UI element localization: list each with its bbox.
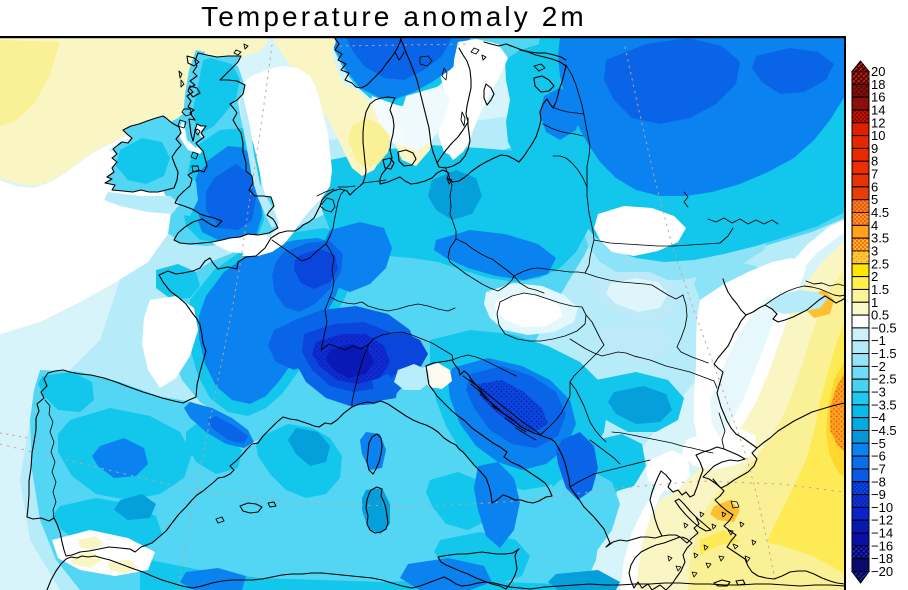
- svg-text:−9: −9: [871, 487, 886, 502]
- svg-text:−10: −10: [871, 500, 893, 515]
- svg-text:18: 18: [871, 77, 885, 92]
- svg-text:6: 6: [871, 179, 878, 194]
- svg-text:3.5: 3.5: [871, 231, 889, 246]
- svg-text:9: 9: [871, 141, 878, 156]
- svg-text:Temperature anomaly 2m: Temperature anomaly 2m: [201, 1, 587, 32]
- svg-text:12: 12: [871, 115, 885, 130]
- svg-text:−4: −4: [871, 410, 886, 425]
- svg-text:−3: −3: [871, 385, 886, 400]
- svg-text:−2.5: −2.5: [871, 372, 897, 387]
- svg-text:2: 2: [871, 269, 878, 284]
- svg-text:−1.5: −1.5: [871, 346, 897, 361]
- svg-text:−3.5: −3.5: [871, 397, 897, 412]
- svg-text:−0.5: −0.5: [871, 320, 897, 335]
- svg-text:−20: −20: [871, 564, 893, 579]
- svg-text:5: 5: [871, 192, 878, 207]
- svg-text:−12: −12: [871, 513, 893, 528]
- svg-text:2.5: 2.5: [871, 256, 889, 271]
- svg-text:0.5: 0.5: [871, 308, 889, 323]
- svg-text:4.5: 4.5: [871, 205, 889, 220]
- svg-text:3: 3: [871, 244, 878, 259]
- svg-text:−4.5: −4.5: [871, 423, 897, 438]
- svg-text:−8: −8: [871, 474, 886, 489]
- svg-text:4: 4: [871, 218, 878, 233]
- svg-text:−2: −2: [871, 359, 886, 374]
- svg-text:1: 1: [871, 295, 878, 310]
- svg-text:−7: −7: [871, 461, 886, 476]
- svg-text:1.5: 1.5: [871, 282, 889, 297]
- svg-text:7: 7: [871, 167, 878, 182]
- svg-text:16: 16: [871, 90, 885, 105]
- svg-text:−14: −14: [871, 526, 893, 541]
- svg-text:10: 10: [871, 128, 885, 143]
- svg-text:−1: −1: [871, 333, 886, 348]
- svg-text:−18: −18: [871, 551, 893, 566]
- svg-text:−16: −16: [871, 538, 893, 553]
- svg-text:14: 14: [871, 103, 885, 118]
- svg-text:8: 8: [871, 154, 878, 169]
- svg-text:−6: −6: [871, 449, 886, 464]
- svg-text:20: 20: [871, 64, 885, 79]
- svg-text:−5: −5: [871, 436, 886, 451]
